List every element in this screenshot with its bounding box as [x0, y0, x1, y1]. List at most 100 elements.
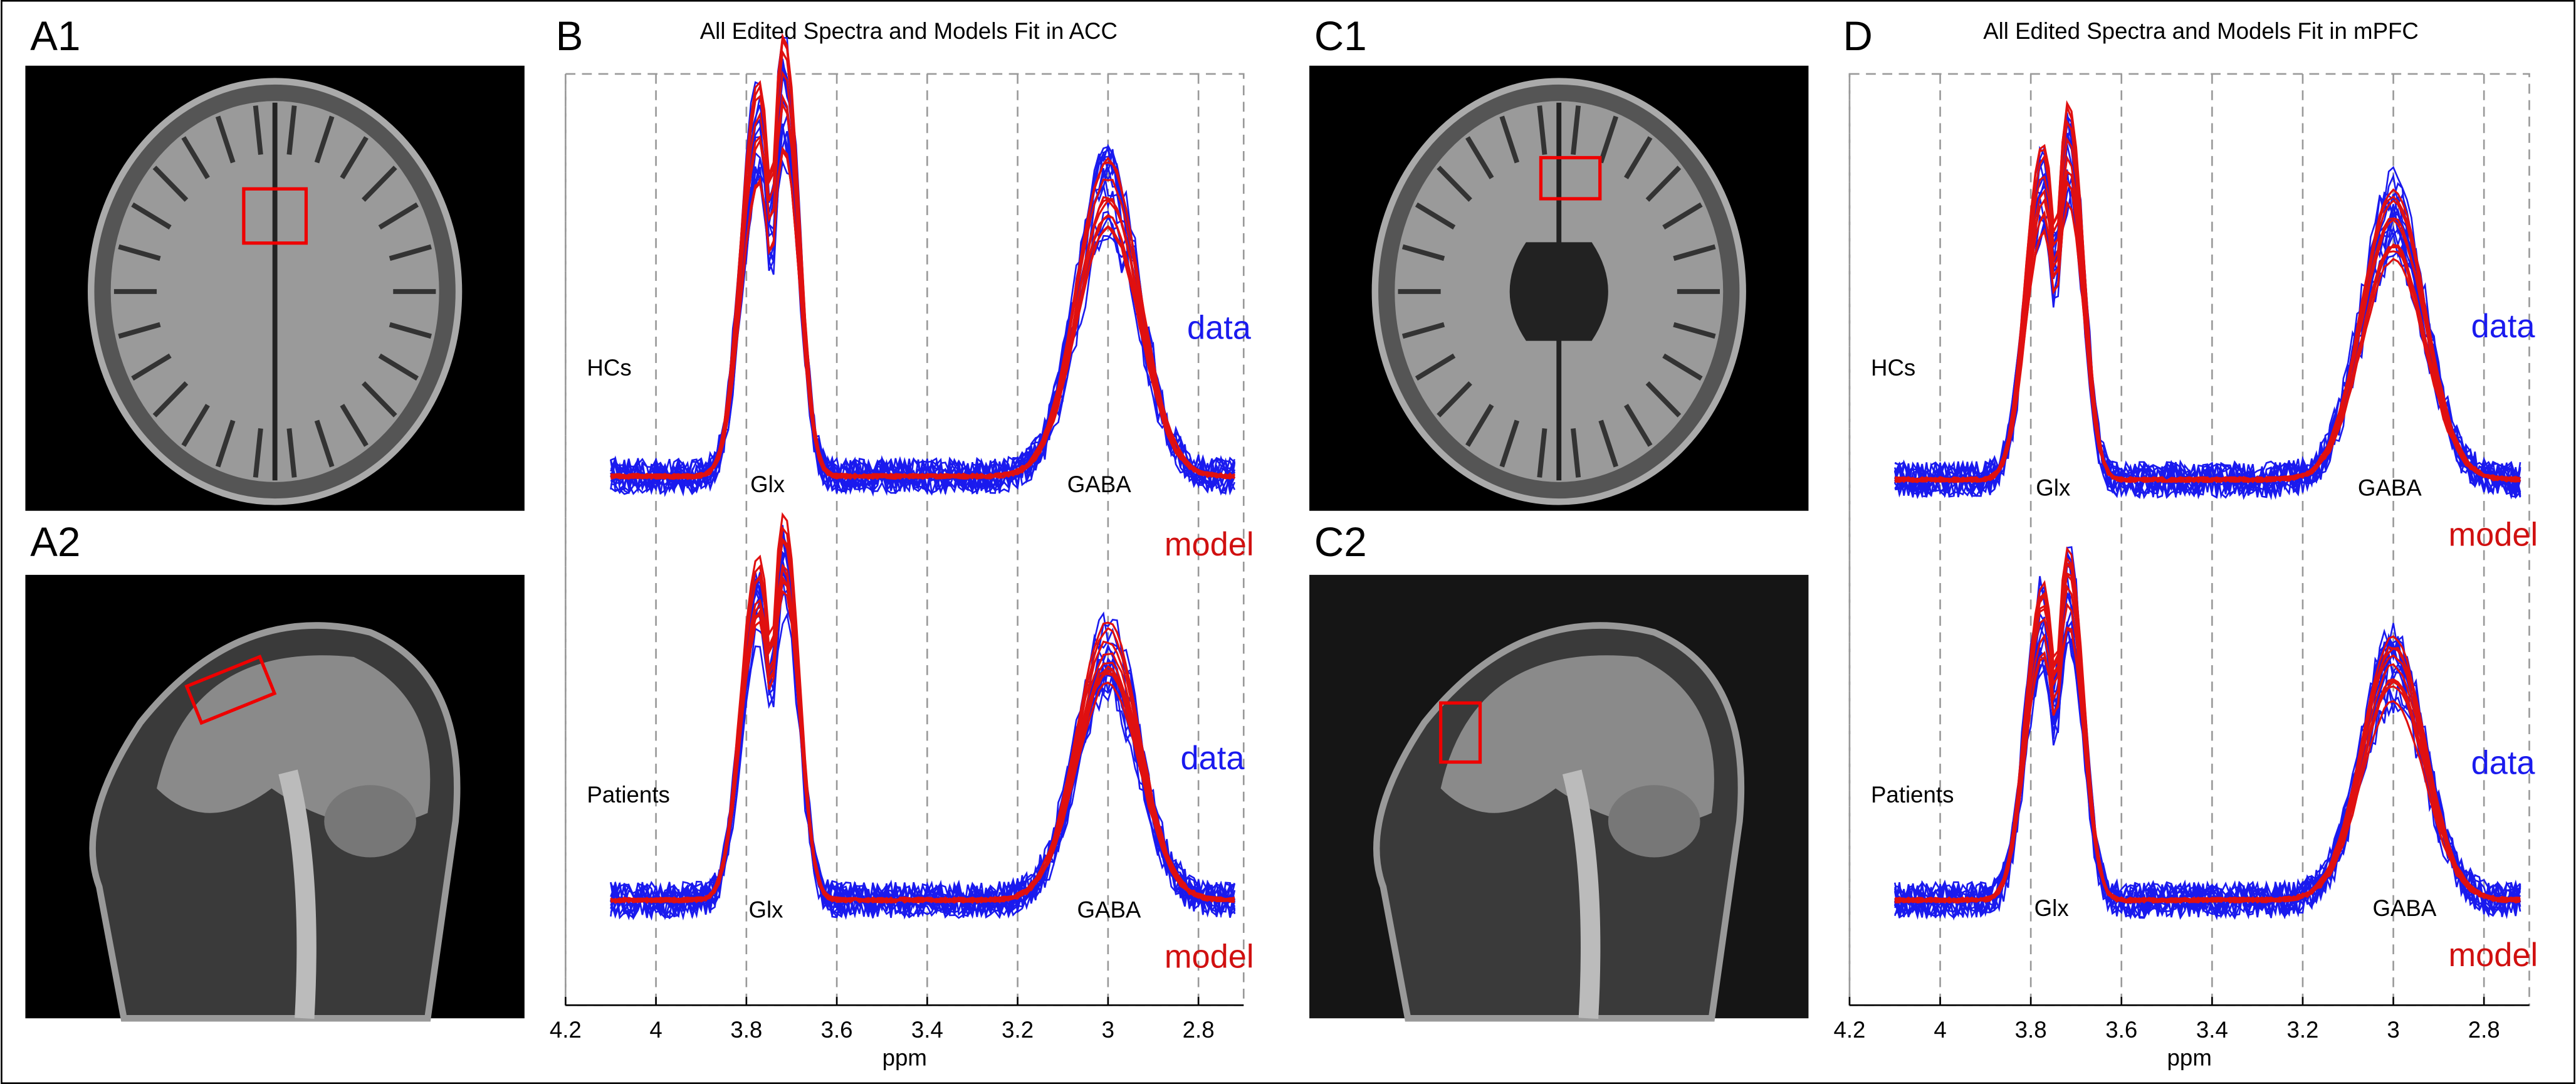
sulcus: [1673, 244, 1716, 261]
sulcus: [340, 404, 369, 447]
sulcus: [118, 244, 161, 261]
sulcus: [1537, 428, 1547, 478]
x-tick-label: 3.2: [2286, 1017, 2318, 1043]
peak-label: GABA: [2358, 475, 2422, 500]
legend-data: data: [1181, 740, 1245, 777]
peak-label: Glx: [2034, 895, 2069, 921]
sulcus: [253, 105, 263, 155]
x-tick-label: 4.2: [550, 1017, 582, 1043]
sulcus: [253, 428, 263, 478]
sulcus: [1437, 381, 1472, 418]
legend-data: data: [2471, 745, 2536, 782]
panel-label: B: [556, 13, 584, 59]
spectrum-trace: [1894, 626, 2521, 903]
sulcus: [286, 105, 297, 155]
group-label: Patients: [587, 782, 669, 808]
group-label: HCs: [1871, 355, 1915, 381]
x-axis-label: ppm: [882, 1045, 927, 1070]
legend-model: model: [2449, 937, 2538, 974]
sulcus: [362, 166, 397, 202]
sulcus: [378, 353, 419, 381]
x-tick-label: 3: [2387, 1017, 2399, 1043]
sulcus: [389, 322, 432, 339]
peak-label: GABA: [1067, 471, 1131, 497]
sulcus: [1537, 105, 1547, 155]
spectrum-trace: [1894, 561, 2521, 904]
x-tick-label: 3.6: [821, 1017, 853, 1043]
sulcus: [1465, 136, 1494, 179]
sulcus: [340, 136, 369, 179]
sulcus: [1499, 115, 1520, 164]
sulcus: [1401, 244, 1445, 261]
sulcus: [1624, 404, 1653, 447]
panel-title: All Edited Spectra and Models Fit in ACC: [700, 18, 1118, 44]
sulcus: [131, 202, 172, 230]
sulcus: [314, 115, 335, 164]
spectrum-trace: [1894, 200, 2521, 483]
cerebellum: [324, 785, 416, 858]
spectrum-trace: [610, 70, 1235, 480]
sulcus: [1645, 381, 1682, 418]
x-tick-label: 2.8: [1183, 1017, 1215, 1043]
cerebellum: [1608, 785, 1700, 858]
x-tick-label: 3: [1102, 1017, 1114, 1043]
panel-label: C1: [1314, 13, 1367, 59]
sulcus: [1571, 105, 1581, 155]
panel-title: All Edited Spectra and Models Fit in mPF…: [1983, 18, 2419, 44]
peak-label: Glx: [2036, 475, 2070, 500]
sulcus: [1571, 428, 1581, 478]
x-tick-label: 3.4: [911, 1017, 943, 1043]
brain: [1440, 655, 1714, 825]
voxel-box: [1439, 701, 1482, 764]
legend-model: model: [1165, 939, 1254, 976]
spectrum-trace: [610, 563, 1235, 904]
x-tick-label: 3.4: [2196, 1017, 2228, 1043]
sulcus: [389, 244, 432, 261]
x-tick-label: 4.2: [1833, 1017, 1865, 1043]
peak-label: GABA: [2372, 895, 2436, 921]
sulcus: [1598, 115, 1619, 164]
brain: [157, 655, 431, 825]
brainstem: [1562, 769, 1601, 1019]
sulcus: [1662, 202, 1703, 230]
voxel-box: [1539, 155, 1602, 201]
sulcus: [314, 419, 335, 468]
ventricles: [1509, 242, 1608, 341]
sulcus: [1673, 322, 1716, 339]
x-tick-label: 3.8: [730, 1017, 762, 1043]
sulcus: [286, 428, 297, 478]
sulcus: [152, 166, 189, 202]
x-tick-label: 4: [1934, 1017, 1946, 1043]
sulcus: [1415, 202, 1456, 230]
sulcus: [181, 404, 210, 447]
sulcus: [1645, 166, 1682, 202]
sulcus: [1598, 419, 1619, 468]
x-tick-label: 3.6: [2105, 1017, 2137, 1043]
sulcus: [1624, 136, 1653, 179]
sulcus: [131, 353, 172, 381]
sulcus: [118, 322, 161, 339]
panel-label: A1: [30, 13, 80, 59]
panel-label: C2: [1314, 519, 1367, 565]
voxel-box: [184, 655, 277, 725]
x-tick-label: 3.2: [1002, 1017, 1034, 1043]
spectrum-trace: [1893, 628, 2521, 919]
x-axis-label: ppm: [2167, 1045, 2212, 1070]
brainstem: [278, 769, 317, 1019]
spectrum-trace: [610, 127, 1236, 493]
sulcus: [1437, 166, 1472, 202]
spectrum-trace: [610, 612, 1236, 920]
legend-data: data: [2471, 308, 2536, 345]
x-tick-label: 3.8: [2015, 1017, 2047, 1043]
sulcus: [378, 202, 419, 230]
voxel-box: [242, 187, 308, 245]
x-tick-label: 4: [649, 1017, 662, 1043]
group-label: HCs: [587, 355, 631, 381]
sulcus: [1415, 353, 1456, 381]
sulcus: [152, 381, 189, 418]
sulcus: [1662, 353, 1703, 381]
spectrum-trace: [610, 148, 1235, 480]
group-label: Patients: [1871, 782, 1954, 808]
